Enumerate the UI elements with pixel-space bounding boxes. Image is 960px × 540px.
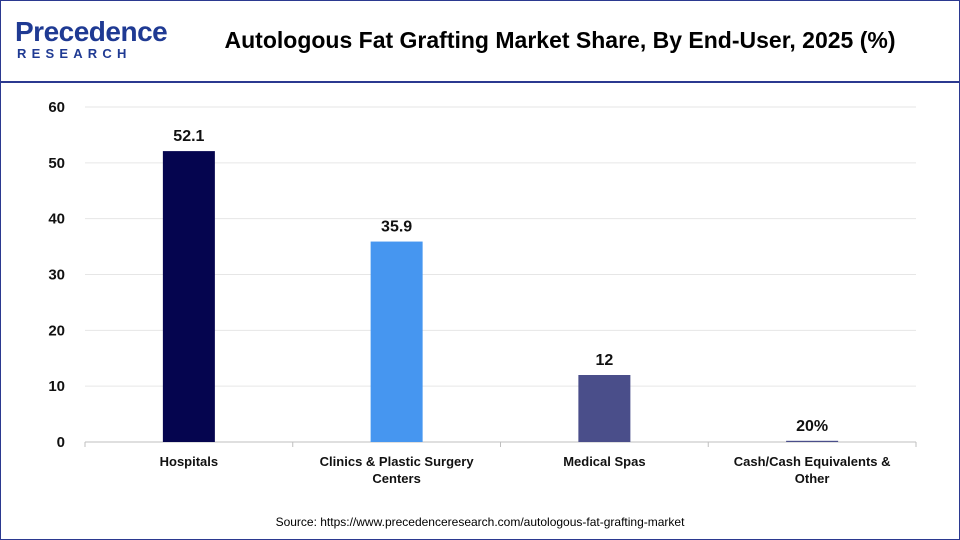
x-tick-label-line: Cash/Cash Equivalents & <box>734 454 891 469</box>
x-tick-label-line: Clinics & Plastic Surgery <box>320 454 475 469</box>
x-tick-label-line: Medical Spas <box>563 454 645 469</box>
y-tick-label: 10 <box>48 378 65 395</box>
data-label: 35.9 <box>381 219 412 236</box>
x-tick-label-line: Hospitals <box>160 454 219 469</box>
header-divider <box>1 81 959 83</box>
source-note: Source: https://www.precedenceresearch.c… <box>275 515 685 529</box>
logo-wordmark: Precedence <box>15 16 168 47</box>
y-tick-label: 20 <box>48 322 65 339</box>
bar <box>578 375 631 442</box>
data-label: 20% <box>796 418 828 435</box>
x-tick-label: Medical Spas <box>563 454 645 469</box>
bar <box>162 151 215 442</box>
x-tick-label-line: Centers <box>372 471 420 486</box>
chart-title: Autologous Fat Grafting Market Share, By… <box>224 27 896 53</box>
y-tick-label: 60 <box>48 99 65 116</box>
header: Precedence RESEARCH Autologous Fat Graft… <box>1 1 959 81</box>
data-label: 52.1 <box>173 128 204 145</box>
y-tick-label: 50 <box>48 155 65 172</box>
x-tick-label-line: Other <box>795 471 830 486</box>
y-tick-label: 30 <box>48 267 65 284</box>
x-tick-label: Hospitals <box>160 454 219 469</box>
bar <box>786 440 839 442</box>
x-tick-label: Clinics & Plastic Surgery Centers <box>320 454 475 486</box>
y-tick-label: 0 <box>57 434 65 451</box>
bar <box>370 241 423 442</box>
brand-logo: Precedence RESEARCH <box>15 15 168 65</box>
data-label: 12 <box>595 352 613 369</box>
logo-subtitle: RESEARCH <box>17 46 132 61</box>
y-tick-label: 40 <box>48 211 65 228</box>
x-tick-label: Cash/Cash Equivalents & Other <box>734 454 891 486</box>
